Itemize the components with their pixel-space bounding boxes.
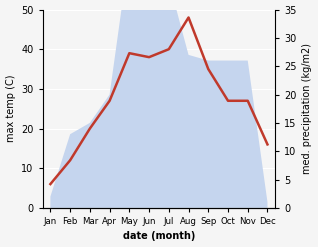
Y-axis label: med. precipitation (kg/m2): med. precipitation (kg/m2) xyxy=(302,43,313,174)
Y-axis label: max temp (C): max temp (C) xyxy=(5,75,16,143)
X-axis label: date (month): date (month) xyxy=(123,231,195,242)
